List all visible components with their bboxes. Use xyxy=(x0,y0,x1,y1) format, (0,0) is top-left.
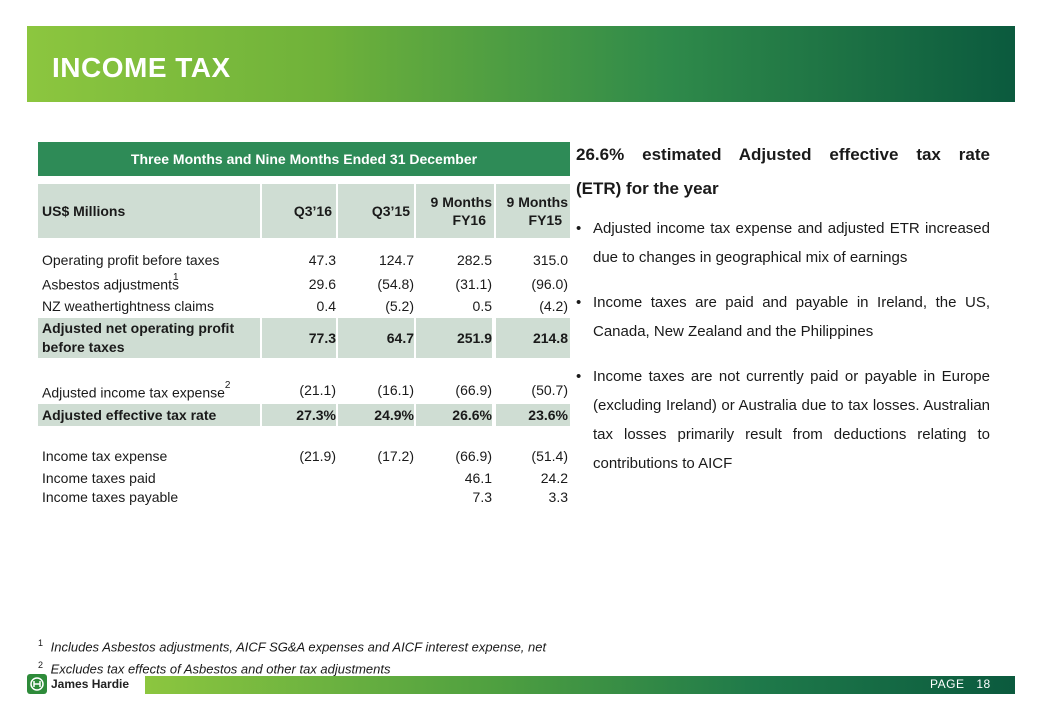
column-header-q3-15: Q3’15 xyxy=(338,184,414,238)
table-cell: 24.2 xyxy=(540,470,568,486)
table-cell: (31.1) xyxy=(455,276,492,292)
row-label: Operating profit before taxes xyxy=(42,252,220,268)
column-header-text: US$ Millions xyxy=(42,203,126,219)
table-cell: 23.6% xyxy=(496,404,570,426)
page-title: INCOME TAX xyxy=(52,52,231,83)
row-label-text: Adjusted net operating profit xyxy=(42,320,235,336)
table-cell: 24.9% xyxy=(338,404,414,426)
table-cell: 29.6 xyxy=(308,276,336,292)
table-cell: (96.0) xyxy=(531,276,568,292)
summary-lead-continued: (ETR) for the year xyxy=(576,179,719,198)
row-label: Income tax expense xyxy=(42,448,168,464)
table-cell: 46.1 xyxy=(464,470,492,486)
footnote-text: Excludes tax effects of Asbestos and oth… xyxy=(50,661,391,677)
table-cell: (4.2) xyxy=(539,298,568,314)
footnote-marker: 1 xyxy=(172,272,179,283)
summary-lead: 26.6% estimated Adjusted effective tax r… xyxy=(576,145,990,164)
title-banner xyxy=(27,26,1015,102)
table-cell: (54.8) xyxy=(377,276,414,292)
table-cell: 0.4 xyxy=(316,298,336,314)
column-header-text: 9 Months xyxy=(430,194,492,210)
row-label-text: before taxes xyxy=(42,339,125,355)
table-cell: (5.2) xyxy=(385,298,414,314)
footnote: 2 Excludes tax effects of Asbestos and o… xyxy=(38,656,546,678)
table-cell: 27.3% xyxy=(262,404,336,426)
row-label: Asbestos adjustments1 xyxy=(42,272,179,293)
table-cell: 0.5 xyxy=(472,298,492,314)
row-label: Adjusted income tax expense2 xyxy=(42,380,230,401)
row-label: NZ weathertightness claims xyxy=(42,298,214,314)
column-header-text: 9 Months xyxy=(506,194,568,210)
footnotes: 1 Includes Asbestos adjustments, AICF SG… xyxy=(38,634,546,679)
table-cell: 3.3 xyxy=(548,489,568,505)
table-cell: 47.3 xyxy=(308,252,336,268)
footnote-number: 2 xyxy=(38,660,44,671)
column-header-9m-fy16: 9 Months FY16 xyxy=(416,184,494,238)
bullet-item: Income taxes are paid and payable in Ire… xyxy=(576,288,990,346)
highlight-row-label: Adjusted effective tax rate xyxy=(38,404,260,426)
page-number: 18 xyxy=(976,677,991,691)
company-logo: James Hardie xyxy=(27,674,129,694)
page-label: PAGE xyxy=(930,677,965,691)
table-cell: 282.5 xyxy=(456,252,492,268)
row-label-text: Asbestos adjustments xyxy=(42,276,179,293)
table-cell: 7.3 xyxy=(472,489,492,505)
footnote-text: Includes Asbestos adjustments, AICF SG&A… xyxy=(50,639,547,655)
table-cell: (50.7) xyxy=(531,382,568,398)
footnote: 1 Includes Asbestos adjustments, AICF SG… xyxy=(38,634,546,656)
table-cell: 64.7 xyxy=(338,318,414,358)
table-cell: (16.1) xyxy=(377,382,414,398)
table-cell: (21.1) xyxy=(299,382,336,398)
row-label: Income taxes payable xyxy=(42,489,179,505)
table-cell: (21.9) xyxy=(299,448,336,464)
table-cell: 251.9 xyxy=(416,318,492,358)
logo-mark-icon xyxy=(27,674,47,694)
table-cell: 315.0 xyxy=(532,252,568,268)
summary-panel: 26.6% estimated Adjusted effective tax r… xyxy=(576,138,990,494)
table-cell: (66.9) xyxy=(455,382,492,398)
summary-bullets: Adjusted income tax expense and adjusted… xyxy=(576,214,990,478)
table-cell: 214.8 xyxy=(496,318,570,358)
table-cell: 26.6% xyxy=(416,404,492,426)
column-header-9m-fy15: 9 Months FY15 xyxy=(496,184,570,238)
row-label: Income taxes paid xyxy=(42,470,156,486)
column-header-label: US$ Millions xyxy=(38,184,260,238)
column-header-text: FY15 xyxy=(528,212,562,228)
column-header-text: Q3’15 xyxy=(371,203,410,219)
table-cell: (66.9) xyxy=(455,448,492,464)
bullet-item: Adjusted income tax expense and adjusted… xyxy=(576,214,990,272)
footer-bar xyxy=(145,676,1015,694)
highlight-row-label: Adjusted net operating profit before tax… xyxy=(38,318,260,358)
table-title: Three Months and Nine Months Ended 31 De… xyxy=(38,142,570,176)
row-label-text: Adjusted income tax expense xyxy=(42,384,225,401)
table-cell: 77.3 xyxy=(262,318,336,358)
column-header-text: Q3’16 xyxy=(293,203,332,219)
table-cell: (17.2) xyxy=(377,448,414,464)
bullet-item: Income taxes are not currently paid or p… xyxy=(576,362,990,478)
table-cell: 124.7 xyxy=(378,252,414,268)
footnote-marker: 2 xyxy=(224,380,231,391)
footnote-number: 1 xyxy=(38,638,44,648)
table-cell: (51.4) xyxy=(531,448,568,464)
logo-text: James Hardie xyxy=(51,677,130,691)
column-header-text: FY16 xyxy=(452,212,486,228)
column-header-q3-16: Q3’16 xyxy=(262,184,336,238)
page-indicator: PAGE 18 xyxy=(930,677,991,691)
